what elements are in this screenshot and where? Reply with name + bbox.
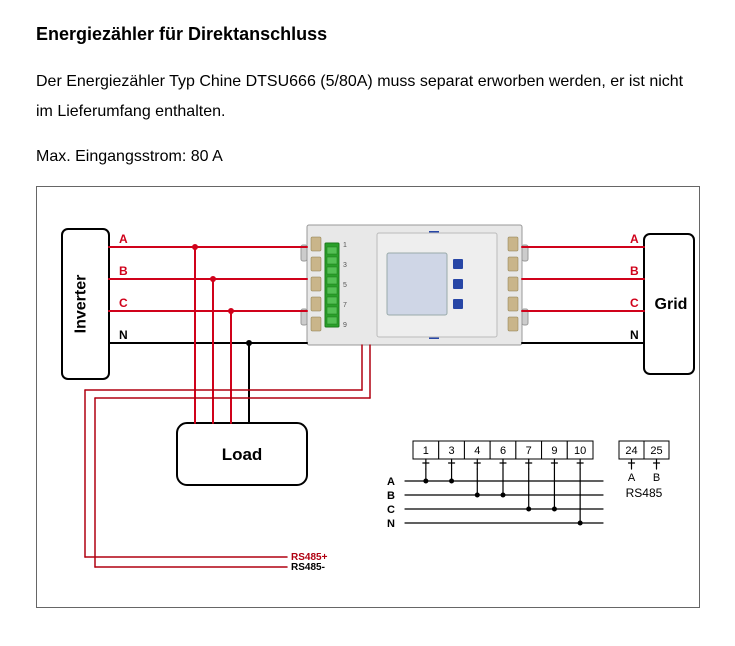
- paragraph-1: Der Energiezähler Typ Chine DTSU666 (5/8…: [36, 67, 699, 128]
- svg-text:RS485-: RS485-: [291, 562, 325, 573]
- svg-text:B: B: [653, 472, 660, 484]
- svg-text:7: 7: [343, 302, 347, 309]
- svg-text:9: 9: [551, 445, 557, 457]
- svg-text:N: N: [630, 328, 639, 342]
- svg-text:Load: Load: [222, 445, 263, 464]
- svg-text:6: 6: [500, 445, 506, 457]
- svg-text:C: C: [630, 296, 639, 310]
- svg-text:A: A: [630, 232, 639, 246]
- svg-text:N: N: [119, 328, 128, 342]
- svg-text:B: B: [387, 490, 395, 502]
- svg-text:3: 3: [449, 445, 455, 457]
- svg-text:7: 7: [526, 445, 532, 457]
- svg-text:5: 5: [343, 282, 347, 289]
- svg-text:25: 25: [650, 445, 662, 457]
- svg-text:24: 24: [625, 445, 637, 457]
- svg-text:A: A: [119, 232, 128, 246]
- svg-text:1: 1: [423, 445, 429, 457]
- svg-text:3: 3: [343, 262, 347, 269]
- svg-text:Inverter: Inverter: [73, 275, 90, 334]
- svg-text:A: A: [387, 476, 395, 488]
- svg-text:C: C: [119, 296, 128, 310]
- svg-text:Grid: Grid: [655, 296, 688, 313]
- paragraph-2: Max. Eingangsstrom: 80 A: [36, 142, 699, 172]
- svg-text:A: A: [628, 472, 636, 484]
- svg-text:4: 4: [474, 445, 480, 457]
- svg-text:1: 1: [343, 242, 347, 249]
- svg-text:10: 10: [574, 445, 586, 457]
- page-title: Energiezähler für Direktanschluss: [36, 24, 699, 45]
- svg-text:B: B: [630, 264, 639, 278]
- svg-text:N: N: [387, 518, 395, 530]
- svg-text:9: 9: [343, 322, 347, 329]
- svg-text:C: C: [387, 504, 395, 516]
- svg-text:B: B: [119, 264, 128, 278]
- wiring-diagram: InverterGridLoad13579ABCNABCNRS485+RS485…: [36, 186, 700, 608]
- svg-text:RS485: RS485: [626, 486, 663, 500]
